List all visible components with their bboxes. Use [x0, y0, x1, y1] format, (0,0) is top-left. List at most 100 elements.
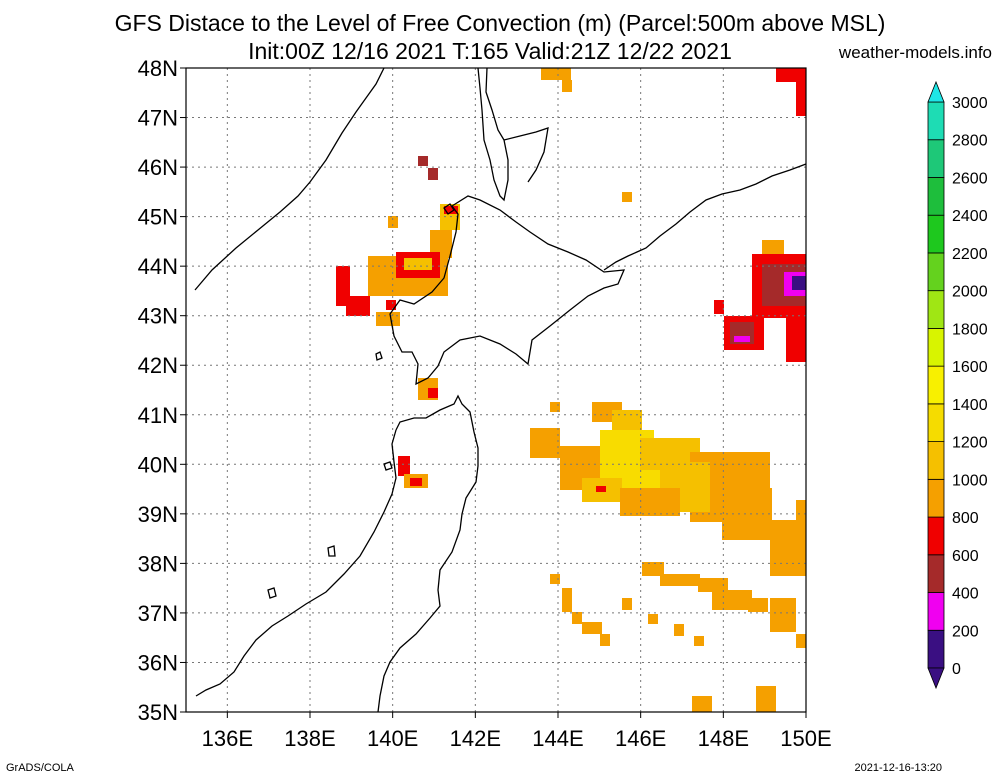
field-cell [694, 636, 704, 646]
lat-label: 36N [138, 650, 178, 675]
colorbar-swatch [927, 629, 945, 669]
site-label: weather-models.info [838, 43, 992, 62]
lon-label: 138E [284, 726, 335, 751]
field-cell [388, 216, 398, 228]
colorbar-swatch [927, 177, 945, 216]
lat-label: 44N [138, 254, 178, 279]
field-cell [572, 612, 582, 624]
colorbar-label: 200 [952, 623, 979, 640]
field-cell [660, 574, 700, 586]
colorbar-label: 800 [952, 510, 979, 527]
colorbar-label: 2400 [952, 208, 988, 225]
field-cell [404, 258, 432, 270]
lat-label: 41N [138, 403, 178, 428]
field-cell [648, 614, 658, 624]
field-cell [642, 562, 664, 576]
lon-label: 144E [532, 726, 583, 751]
chart-title: GFS Distace to the Level of Free Convect… [114, 10, 886, 36]
field-cell [428, 168, 438, 180]
field-cell [530, 428, 560, 458]
colorbar: 0 200 400 600 800 1000 1200 1400 1600 1800 2000 220… [927, 80, 988, 690]
field-cell [770, 598, 796, 632]
colorbar-label: 2000 [952, 284, 988, 301]
colorbar-swatch [927, 592, 945, 631]
field-cell [674, 624, 684, 636]
field-cell [734, 336, 750, 342]
field-cell [786, 312, 806, 362]
lat-label: 37N [138, 601, 178, 626]
field-cell [770, 520, 806, 576]
field-cell [418, 156, 428, 166]
colorbar-label: 1600 [952, 359, 988, 376]
colorbar-label: 400 [952, 586, 979, 603]
lfc-field-patches [336, 68, 806, 712]
map-frame [185, 67, 807, 713]
colorbar-label: 1400 [952, 397, 988, 414]
colorbar-label: 0 [952, 661, 961, 678]
colorbar-label: 2200 [952, 246, 988, 263]
lon-label: 148E [698, 726, 749, 751]
chart-subtitle: Init:00Z 12/16 2021 T:165 Valid:21Z 12/2… [248, 38, 732, 64]
field-cell [620, 488, 680, 516]
field-cell [541, 68, 571, 80]
field-cell [582, 622, 602, 634]
field-cell [386, 300, 396, 310]
longitude-labels: 136E 138E 140E 142E 144E 146E 148E 150E [202, 712, 832, 751]
field-cell [550, 402, 560, 412]
field-cell [600, 634, 610, 646]
lat-label: 47N [138, 106, 178, 131]
field-cell [410, 478, 422, 486]
colorbar-swatch [927, 252, 945, 292]
colorbar-low-arrow [927, 667, 945, 690]
colorbar-swatch [927, 403, 945, 443]
field-cell [398, 456, 410, 476]
field-cell [698, 578, 728, 592]
coastlines [194, 67, 807, 713]
field-cell [622, 598, 632, 610]
colorbar-label: 1800 [952, 321, 988, 338]
colorbar-swatch [927, 290, 945, 329]
colorbar-swatch [927, 441, 945, 480]
field-cell [376, 312, 400, 326]
field-cell [622, 192, 632, 202]
lat-label: 42N [138, 353, 178, 378]
lat-label: 39N [138, 502, 178, 527]
lon-label: 136E [202, 726, 253, 751]
lat-label: 43N [138, 304, 178, 329]
colorbar-label: 2600 [952, 170, 988, 187]
colorbar-label: 1000 [952, 472, 988, 489]
lat-label: 46N [138, 155, 178, 180]
field-cell [748, 598, 768, 612]
lat-label: 35N [138, 700, 178, 725]
lon-label: 142E [450, 726, 501, 751]
colorbar-label: 600 [952, 548, 979, 565]
field-cell [796, 500, 806, 520]
field-cell [722, 488, 772, 540]
field-cell [692, 696, 712, 712]
field-cell [776, 68, 806, 82]
field-cell [444, 206, 458, 214]
lon-label: 150E [780, 726, 831, 751]
colorbar-swatch [927, 365, 945, 405]
field-cell [596, 486, 606, 492]
lon-label: 146E [615, 726, 666, 751]
lat-label: 45N [138, 205, 178, 230]
colorbar-high-arrow [927, 80, 945, 103]
graticule [186, 68, 806, 712]
colorbar-swatch [927, 478, 945, 518]
field-cell [346, 296, 370, 316]
field-cell [756, 686, 776, 712]
colorbar-label: 2800 [952, 133, 988, 150]
footer-right: 2021-12-16-13:20 [854, 762, 942, 774]
field-cell [562, 588, 572, 612]
field-cell [712, 590, 752, 610]
colorbar-label: 1200 [952, 435, 988, 452]
colorbar-swatch [927, 101, 945, 141]
field-cell [796, 80, 806, 116]
latitude-labels: 48N 47N 46N 45N 44N 43N 42N 41N 40N 39N 38N 37N 36N 3… [138, 56, 186, 725]
colorbar-label: 3000 [952, 95, 988, 112]
field-cell [550, 574, 560, 584]
colorbar-swatch [927, 327, 945, 367]
lon-label: 140E [367, 726, 418, 751]
